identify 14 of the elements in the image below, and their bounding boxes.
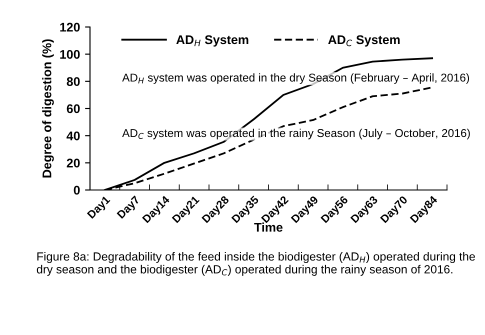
y-tick-label: 20 — [66, 158, 80, 168]
y-tick-label: 0 — [74, 186, 80, 195]
y-tick-label: 100 — [60, 50, 80, 59]
y-tick-label: 120 — [60, 22, 80, 32]
annotation: AD$_{H}$ system was operated in the dry Season (February – April, 2016) — [122, 73, 470, 84]
legend-label: AD$_{C}$ System — [328, 35, 400, 47]
annotation: AD$_{C}$ system was operated in the rainy Season (July – October, 2016) — [122, 128, 470, 140]
y-axis-title: Degree of digestion (%) — [42, 39, 54, 178]
text: Figure 8a: Degradability of the feed inside the biodigester (AD$_{H}$) operated during the dry season and the biodigester (AD$_{C}$) operated during the rainy season of 2016. — [36, 252, 475, 276]
y-tick-label: 80 — [66, 77, 80, 86]
x-axis-title: Time — [254, 222, 283, 232]
y-tick-label: 60 — [66, 104, 80, 114]
y-tick-label: 40 — [66, 131, 80, 140]
legend-label: AD$_{H}$ System — [176, 35, 248, 47]
